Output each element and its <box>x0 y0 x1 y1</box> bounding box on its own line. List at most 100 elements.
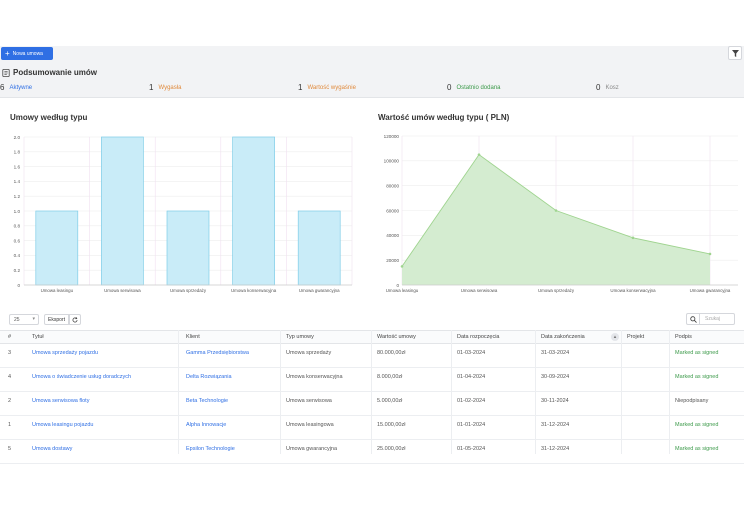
cell-end: 30-09-2024 <box>541 374 570 380</box>
cell-client[interactable]: Delta Rozwiązania <box>186 374 232 380</box>
column-header[interactable]: Projekt <box>627 334 645 340</box>
cell-end: 31-12-2024 <box>541 422 570 428</box>
stat-count: 1 <box>149 83 154 92</box>
cell-client[interactable]: Beta Technologie <box>186 398 229 404</box>
page-size-select[interactable]: 25 ▾ <box>9 314 39 325</box>
table-row[interactable] <box>0 416 744 440</box>
column-header[interactable]: # <box>8 334 12 340</box>
data-point <box>477 153 481 156</box>
table-header <box>0 330 744 344</box>
summary-stat[interactable]: 1 Wygasła <box>149 83 181 92</box>
stat-count: 0 <box>447 83 452 92</box>
bar <box>232 136 275 286</box>
bar <box>35 210 79 286</box>
cell-type: Umowa leasingowa <box>286 422 334 428</box>
cell-signature: Marked as signed <box>675 422 719 428</box>
cell-id: 2 <box>8 398 12 404</box>
column-header[interactable]: Klient <box>186 334 200 340</box>
bar-chart: 0 0.2 0.4 0.6 0.8 1.0 1.2 1.4 1.6 1.8 2.0 Umowa lea… <box>14 135 353 293</box>
bar <box>166 210 210 286</box>
cell-client[interactable]: Epsilon Technologie <box>186 446 235 452</box>
refresh-icon <box>72 316 78 322</box>
cell-type: Umowa konserwacyjna <box>286 374 343 380</box>
column-header[interactable]: Typ umowy <box>286 334 314 340</box>
y-tick-label: 0.6 <box>14 238 21 243</box>
refresh-button[interactable] <box>69 314 81 325</box>
summary-stat[interactable]: 6 Aktywne <box>0 83 32 92</box>
area-chart-title: Wartość umów według typu ( PLN) <box>378 113 510 122</box>
cell-id: 1 <box>8 422 12 428</box>
search-button[interactable] <box>686 313 700 325</box>
cell-value: 80.000,00zł <box>377 350 406 356</box>
stat-count: 6 <box>0 83 5 92</box>
y-tick-label: 2.0 <box>14 135 21 140</box>
cell-value: 15.000,00zł <box>377 422 406 428</box>
cell-client[interactable]: Alpha Innowacje <box>186 422 227 428</box>
stat-label: Ostatnio dodana <box>456 84 501 91</box>
cell-end: 31-12-2024 <box>541 446 570 452</box>
y-tick-label: 100000 <box>384 159 400 164</box>
table-row[interactable] <box>0 368 744 392</box>
cell-value: 25.000,00zł <box>377 446 406 452</box>
summary-stat[interactable]: 1 Wartość wygaśnie <box>298 83 356 92</box>
summary-stat[interactable]: 0 Ostatnio dodana <box>447 83 501 92</box>
column-divider <box>371 330 372 454</box>
column-divider <box>669 330 670 454</box>
new-contract-button[interactable]: + Nowa umowa <box>1 47 53 60</box>
y-tick-label: 80000 <box>386 183 399 188</box>
column-divider <box>621 330 622 454</box>
summary-title-text: Podsumowanie umów <box>13 68 98 77</box>
x-tick-label: Umowa serwisowa <box>104 288 141 293</box>
cell-title[interactable]: Umowa leasingu pojazdu <box>32 422 94 428</box>
y-tick-label: 120000 <box>384 134 400 139</box>
x-tick-label: Umowa sprzedaży <box>538 288 575 293</box>
summary-title: Podsumowanie umów <box>2 68 97 77</box>
cell-title[interactable]: Umowa sprzedaży pojazdu <box>32 350 99 356</box>
cell-client[interactable]: Gamma Przedsiębiorstwa <box>186 350 249 356</box>
y-tick-label: 20000 <box>386 258 399 263</box>
cell-title[interactable]: Umowa serwisowa floty <box>32 398 90 404</box>
cell-start: 01-01-2024 <box>457 422 486 428</box>
cell-title[interactable]: Umowa dostawy <box>32 446 73 452</box>
cell-start: 01-03-2024 <box>457 350 486 356</box>
area-chart: 0 20000 40000 60000 80000 100000 120000 Umowa l… <box>384 134 738 293</box>
table-row[interactable] <box>0 440 744 464</box>
cell-signature: Marked as signed <box>675 446 719 452</box>
document-icon <box>2 68 10 77</box>
x-tick-label: Umowa gwarancyjna <box>690 288 731 293</box>
plus-icon: + <box>5 48 10 58</box>
column-header[interactable]: Data zakończenia <box>541 334 585 340</box>
bar <box>101 136 144 286</box>
bar-chart-title: Umowy według typu <box>10 113 88 122</box>
top-toolbar <box>0 46 744 64</box>
search-input[interactable] <box>700 313 735 325</box>
x-tick-label: Umowa sprzedaży <box>170 288 207 293</box>
x-tick-label: Umowa konserwacyjna <box>610 288 656 293</box>
y-tick-label: 1.8 <box>14 150 21 155</box>
y-tick-label: 1.4 <box>14 179 21 184</box>
stat-label: Wartość wygaśnie <box>307 84 356 91</box>
new-contract-label: Nowa umowa <box>12 50 43 57</box>
column-header[interactable]: Tytuł <box>32 334 44 340</box>
y-tick-label: 60000 <box>386 208 399 213</box>
y-tick-label: 1.6 <box>14 164 21 169</box>
x-tick-label: Umowa konserwacyjna <box>231 288 277 293</box>
table-row[interactable] <box>0 392 744 416</box>
sort-icon[interactable]: ▴ <box>611 333 619 341</box>
y-tick-label: 1.0 <box>14 209 21 214</box>
cell-title[interactable]: Umowa o świadczenie usług doradczych <box>32 374 132 380</box>
column-header[interactable]: Wartość umowy <box>377 334 416 340</box>
export-button[interactable]: Eksport <box>44 314 69 325</box>
table-row[interactable] <box>0 344 744 368</box>
column-divider <box>535 330 536 454</box>
column-header[interactable]: Data rozpoczęcia <box>457 334 500 340</box>
column-header[interactable]: Podpis <box>675 334 692 340</box>
cell-signature: Niepodpisany <box>675 398 709 404</box>
cell-end: 31-03-2024 <box>541 350 570 356</box>
cell-id: 4 <box>8 374 12 380</box>
column-divider <box>280 330 281 454</box>
summary-stat[interactable]: 0 Kosz <box>596 83 619 92</box>
filter-button[interactable] <box>728 46 742 60</box>
data-point <box>631 236 635 240</box>
x-tick-label: Umowa leasingu <box>386 288 419 293</box>
